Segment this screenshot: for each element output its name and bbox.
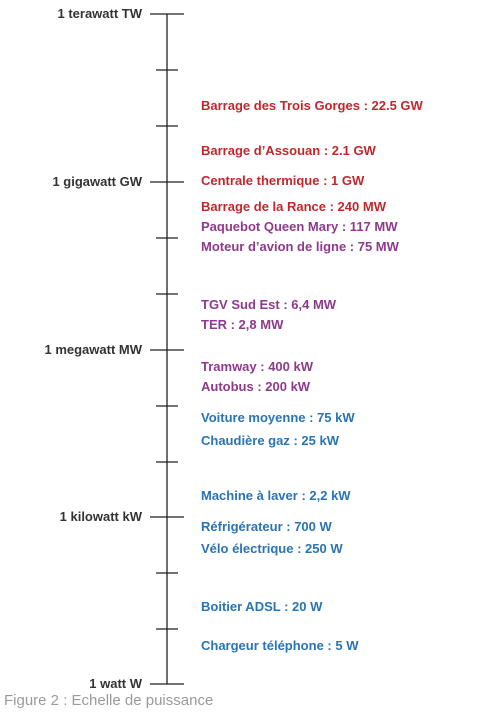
level-label-gigawatt: 1 gigawatt GW [52, 174, 142, 189]
item-refrigerateur: Réfrigérateur : 700 W [201, 519, 332, 534]
item-tramway: Tramway : 400 kW [201, 359, 313, 374]
item-chargeur-telephone: Chargeur téléphone : 5 W [201, 638, 359, 653]
item-ter: TER : 2,8 MW [201, 317, 284, 332]
item-tgv: TGV Sud Est : 6,4 MW [201, 297, 337, 312]
item-velo-electrique: Vélo électrique : 250 W [201, 541, 343, 556]
item-centrale-thermique: Centrale thermique : 1 GW [201, 173, 365, 188]
item-assouan: Barrage d’Assouan : 2.1 GW [201, 143, 376, 158]
level-label-megawatt: 1 megawatt MW [44, 342, 142, 357]
item-boitier-adsl: Boitier ADSL : 20 W [201, 599, 323, 614]
figure-caption: Figure 2 : Echelle de puissance [4, 692, 214, 709]
item-voiture: Voiture moyenne : 75 kW [201, 410, 355, 425]
item-machine-laver: Machine à laver : 2,2 kW [201, 488, 351, 503]
level-label-watt: 1 watt W [89, 676, 142, 691]
item-queen-mary: Paquebot Queen Mary : 117 MW [201, 219, 398, 234]
item-moteur-avion: Moteur d’avion de ligne : 75 MW [201, 239, 399, 254]
item-chaudiere: Chaudière gaz : 25 kW [201, 433, 339, 448]
item-trois-gorges: Barrage des Trois Gorges : 22.5 GW [201, 98, 423, 113]
item-barrage-rance: Barrage de la Rance : 240 MW [201, 199, 386, 214]
level-label-terawatt: 1 terawatt TW [57, 6, 142, 21]
level-label-kilowatt: 1 kilowatt kW [59, 509, 142, 524]
item-autobus: Autobus : 200 kW [201, 379, 311, 394]
